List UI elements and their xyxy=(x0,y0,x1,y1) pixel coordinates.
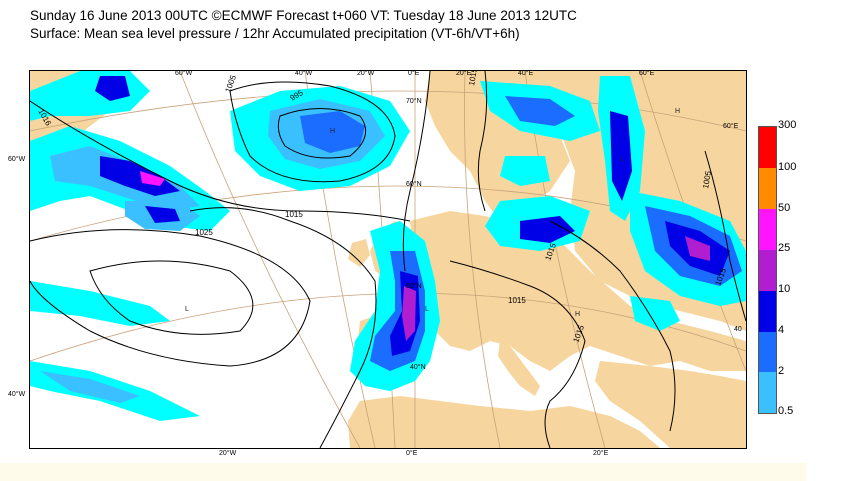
isobar-label: 1005 xyxy=(223,73,238,93)
lon-label-bottom: 0°E xyxy=(406,450,418,457)
lon-label-top: 60°E xyxy=(639,70,655,77)
pressure-centre: L xyxy=(620,156,624,163)
map-canvas: 1016 1005 995 1015 1025 1015 1015 1015 1… xyxy=(30,71,746,448)
isobar-label: 1015 xyxy=(467,71,479,86)
pressure-centre: L xyxy=(185,306,189,313)
precip-area xyxy=(402,286,416,341)
precip-area xyxy=(300,111,365,153)
graticule-line xyxy=(464,71,501,448)
legend-swatch-50 xyxy=(759,209,776,250)
legend-label: 25 xyxy=(778,242,791,254)
precip-area xyxy=(500,156,550,186)
legend-swatch-4 xyxy=(759,332,776,372)
precip-area xyxy=(40,371,140,403)
isobar xyxy=(30,100,411,222)
pressure-centre: H xyxy=(575,311,580,318)
lat-label-inner: 60°N xyxy=(406,181,422,188)
land-north-africa xyxy=(348,396,660,448)
isobar xyxy=(277,108,367,159)
legend-swatch-2 xyxy=(759,372,776,413)
right-edge-label: 60°E xyxy=(723,123,739,130)
chart-title-line-1: Sunday 16 June 2013 00UTC ©ECMWF Forecas… xyxy=(30,8,577,23)
lat-label-inner: 50°N xyxy=(406,283,422,290)
precip-area xyxy=(30,281,170,326)
lon-label-top: 20°E xyxy=(456,70,472,77)
lat-label-left: 60°W xyxy=(8,156,26,163)
isobar xyxy=(189,207,377,448)
isobar xyxy=(449,260,586,448)
land-ireland xyxy=(348,239,370,267)
lon-label-top: 60°W xyxy=(175,70,193,77)
precipitation-legend xyxy=(758,126,777,414)
lon-label-top: 40°E xyxy=(518,70,534,77)
legend-label: 10 xyxy=(778,283,791,295)
precipitation-layer xyxy=(30,71,746,421)
legend-swatch-300 xyxy=(759,127,776,168)
precip-area xyxy=(610,111,632,201)
isobar xyxy=(549,220,676,432)
precip-area xyxy=(520,216,575,243)
isobar xyxy=(477,71,488,212)
land-europe xyxy=(410,211,746,371)
lat-label-left: 40°W xyxy=(8,391,26,398)
isobar xyxy=(30,229,311,367)
precip-area xyxy=(505,96,575,126)
land-italy xyxy=(498,341,540,396)
isobar-label: 1015 xyxy=(285,210,303,219)
footer-strip xyxy=(0,463,806,481)
land-anatolia xyxy=(595,361,746,448)
lon-label-bottom: 20°W xyxy=(219,450,237,457)
lat-label-inner: 40°N xyxy=(410,364,426,371)
chart-title-line-2: Surface: Mean sea level pressure / 12hr … xyxy=(30,26,520,41)
legend-label: 300 xyxy=(778,119,797,131)
pressure-centre: H xyxy=(675,108,680,115)
precip-area xyxy=(685,236,710,261)
lon-label-top: 40°W xyxy=(295,70,313,77)
lon-label-top: 20°W xyxy=(357,70,375,77)
pressure-centres: H L H L H L xyxy=(185,108,680,318)
legend-swatch-100 xyxy=(759,168,776,209)
isobar xyxy=(402,71,431,272)
map-panel: 1016 1005 995 1015 1025 1015 1015 1015 1… xyxy=(29,70,747,449)
legend-label: 4 xyxy=(778,324,785,336)
lon-label-top: 0°E xyxy=(408,70,420,77)
isobar-layer xyxy=(30,71,746,448)
right-edge-label: 40 xyxy=(734,326,742,333)
precip-area xyxy=(140,171,165,186)
precip-area xyxy=(95,76,130,101)
legend-label: 0.5 xyxy=(778,405,794,417)
legend-label: 2 xyxy=(778,365,785,377)
isobar-label: 1005 xyxy=(701,170,713,190)
isobar xyxy=(229,81,396,183)
graticule-line xyxy=(30,90,746,132)
isobar xyxy=(704,150,746,322)
pressure-centre: H xyxy=(330,128,335,135)
lon-label-bottom: 20°E xyxy=(593,450,609,457)
legend-label: 50 xyxy=(778,202,791,214)
legend-swatch-10 xyxy=(759,291,776,332)
isobar xyxy=(89,260,254,335)
precip-area xyxy=(630,296,680,331)
isobar-label: 1015 xyxy=(508,296,526,305)
pressure-centre: L xyxy=(425,306,429,313)
precip-area xyxy=(145,206,180,223)
legend-label: 100 xyxy=(778,161,797,173)
lat-label-inner: 70°N xyxy=(406,98,422,105)
isobar-label: 1025 xyxy=(195,228,213,237)
legend-swatch-25 xyxy=(759,250,776,291)
